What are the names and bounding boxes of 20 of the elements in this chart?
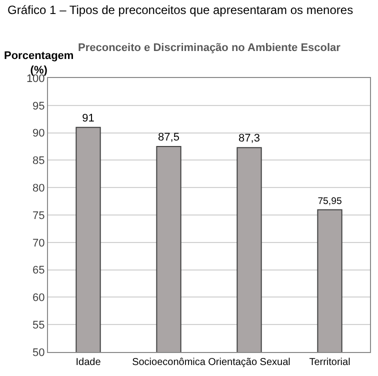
x-tick-label: Idade <box>76 357 102 368</box>
x-tick-label: Orientação Sexual <box>208 357 290 368</box>
chart-subtitle: Preconceito e Discriminação no Ambiente Escolar <box>78 42 342 54</box>
y-tick-label: 65 <box>32 264 45 277</box>
y-tick-label: 70 <box>32 237 45 250</box>
y-tick-label: 80 <box>32 182 45 194</box>
y-tick-label: 50 <box>32 346 45 359</box>
x-tick-label: Territorial <box>309 357 350 368</box>
x-tick-label: Socioeconômica <box>132 357 206 368</box>
data-label: 87,3 <box>238 132 260 145</box>
y-tick-label: 95 <box>32 100 45 112</box>
y-tick-label: 60 <box>32 292 45 304</box>
y-tick-label: 85 <box>32 155 45 168</box>
chart-title: Gráfico 1 – Tipos de preconceitos que apresentaram os menores <box>8 3 354 18</box>
y-tick-label: 90 <box>32 128 45 140</box>
data-label: 87,5 <box>158 132 180 144</box>
data-label: 91 <box>82 112 94 124</box>
data-label: 75,95 <box>318 196 342 208</box>
y-tick-label: 75 <box>32 210 45 222</box>
y-tick-label: 55 <box>32 319 45 332</box>
